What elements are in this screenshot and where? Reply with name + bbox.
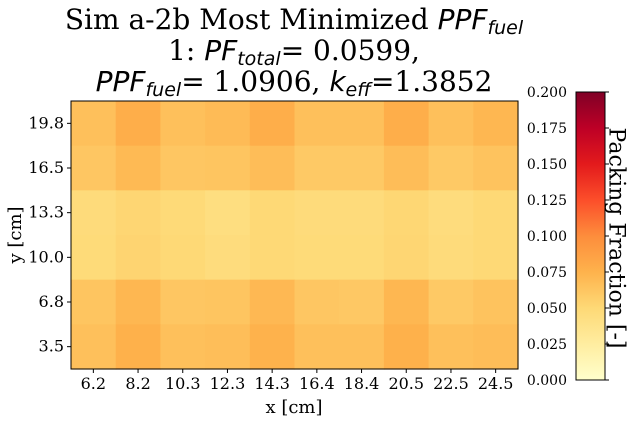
heatmap-cell <box>339 190 385 236</box>
y-axis-label: y [cm] <box>5 206 26 264</box>
heatmap-cell <box>115 324 161 370</box>
x-axis-label: x [cm] <box>265 397 322 418</box>
colorbar-tick-label: 0.050 <box>527 301 567 317</box>
y-tick-label: 10.0 <box>28 247 64 266</box>
colorbar-tick-label: 0.175 <box>527 121 567 137</box>
heatmap-cell <box>249 279 296 325</box>
colorbar-tick-label: 0.150 <box>527 157 567 173</box>
x-tick-label: 14.3 <box>254 374 290 393</box>
heatmap-cell <box>115 279 161 325</box>
x-tick-label: 18.4 <box>344 374 380 393</box>
heatmap-cell <box>294 235 340 281</box>
colorbar-tick-label: 0.025 <box>527 337 567 353</box>
heatmap-cell <box>71 279 117 325</box>
x-tick-label: 16.4 <box>299 374 335 393</box>
heatmap-cell <box>339 101 385 147</box>
heatmap-cell <box>428 190 474 236</box>
heatmap-cell <box>205 101 251 147</box>
y-tick-label: 19.8 <box>28 113 64 132</box>
heatmap-cell <box>115 145 161 191</box>
heatmap-cell <box>205 145 251 191</box>
x-tick-label: 12.3 <box>210 374 246 393</box>
x-tick-label: 10.3 <box>165 374 201 393</box>
heatmap-cell <box>71 235 117 281</box>
colorbar-label: Packing Fraction [-] <box>603 127 629 349</box>
heatmap-cell <box>160 101 206 147</box>
heatmap-cell <box>383 324 430 370</box>
colorbar-tick-label: 0.200 <box>527 85 567 101</box>
heatmap-cell <box>71 190 117 236</box>
heatmap-cell <box>428 324 474 370</box>
heatmap-cell <box>205 324 251 370</box>
heatmap-cell <box>71 101 117 147</box>
y-axis: 19.8 16.5 13.3 10.0 6.8 3.5 <box>28 113 71 356</box>
heatmap-cell <box>473 145 519 191</box>
x-tick-label: 8.2 <box>125 374 150 393</box>
x-axis: 6.2 8.2 10.3 12.3 14.3 16.4 18.4 20.5 22.5 24.5 <box>81 369 514 393</box>
x-tick-label: 24.5 <box>478 374 514 393</box>
heatmap-cell <box>473 235 519 281</box>
heatmap-cell <box>428 145 474 191</box>
heatmap-cell <box>339 279 385 325</box>
colorbar-tick-label: 0.125 <box>527 193 567 209</box>
heatmap-cell <box>428 279 474 325</box>
heatmap-cell <box>383 145 430 191</box>
heatmap-cell <box>115 190 161 236</box>
x-tick-label: 22.5 <box>433 374 469 393</box>
heatmap-cell <box>71 324 117 370</box>
heatmap-cell <box>160 145 206 191</box>
heatmap-cell <box>160 279 206 325</box>
heatmap-cell <box>205 190 251 236</box>
title-line-2: 1: PFtotal= 0.0599, <box>168 34 420 70</box>
heatmap-cell <box>473 279 519 325</box>
title-line-3: PPFfuel= 1.0906, keff=1.3852 <box>95 65 493 101</box>
chart-title: Sim a-2b Most Minimized PPFfuel 1: PFtot… <box>0 3 588 101</box>
heatmap-cell <box>160 235 206 281</box>
colorbar-tick-label: 0.000 <box>527 373 567 389</box>
heatmap-cell <box>383 101 430 147</box>
heatmap-cell <box>249 101 296 147</box>
heatmap-cell <box>115 235 161 281</box>
y-tick-label: 3.5 <box>39 337 64 356</box>
colorbar-tick-label: 0.100 <box>527 229 567 245</box>
heatmap-cell <box>205 235 251 281</box>
heatmap-cell <box>249 235 296 281</box>
y-tick-label: 13.3 <box>28 203 64 222</box>
x-tick-label: 20.5 <box>388 374 424 393</box>
y-tick-label: 16.5 <box>28 158 64 177</box>
heatmap-cell <box>383 235 430 281</box>
heatmap-cell <box>249 145 296 191</box>
heatmap-cell <box>294 190 340 236</box>
heatmap-cell <box>473 190 519 236</box>
colorbar-axis: 0.000 0.025 0.050 0.075 0.100 0.125 0.150 0.175… <box>527 85 609 389</box>
heatmap-cell <box>339 145 385 191</box>
heatmap-cell <box>249 190 296 236</box>
heatmap-cell <box>249 324 296 370</box>
heatmap-cell <box>473 324 519 370</box>
plot-frame <box>70 100 519 370</box>
heatmap-cell <box>428 101 474 147</box>
heatmap-cell <box>71 145 117 191</box>
colorbar-tick-label: 0.075 <box>527 265 567 281</box>
heatmap-cell <box>294 279 340 325</box>
heatmap-cell <box>383 279 430 325</box>
heatmap-cell <box>294 101 340 147</box>
heatmap-cell <box>428 235 474 281</box>
y-tick-label: 6.8 <box>39 292 64 311</box>
heatmap-cell <box>339 324 385 370</box>
heatmap-cell <box>160 190 206 236</box>
heatmap-cells <box>71 101 519 370</box>
heatmap-cell <box>294 145 340 191</box>
heatmap-cell <box>205 279 251 325</box>
heatmap-cell <box>294 324 340 370</box>
title-line-1: Sim a-2b Most Minimized PPFfuel <box>64 3 524 39</box>
x-tick-label: 6.2 <box>81 374 106 393</box>
heatmap-cell <box>473 101 519 147</box>
heatmap-cell <box>115 101 161 147</box>
heatmap-cell <box>339 235 385 281</box>
colorbar <box>575 91 606 381</box>
heatmap-cell <box>160 324 206 370</box>
heatmap-cell <box>383 190 430 236</box>
